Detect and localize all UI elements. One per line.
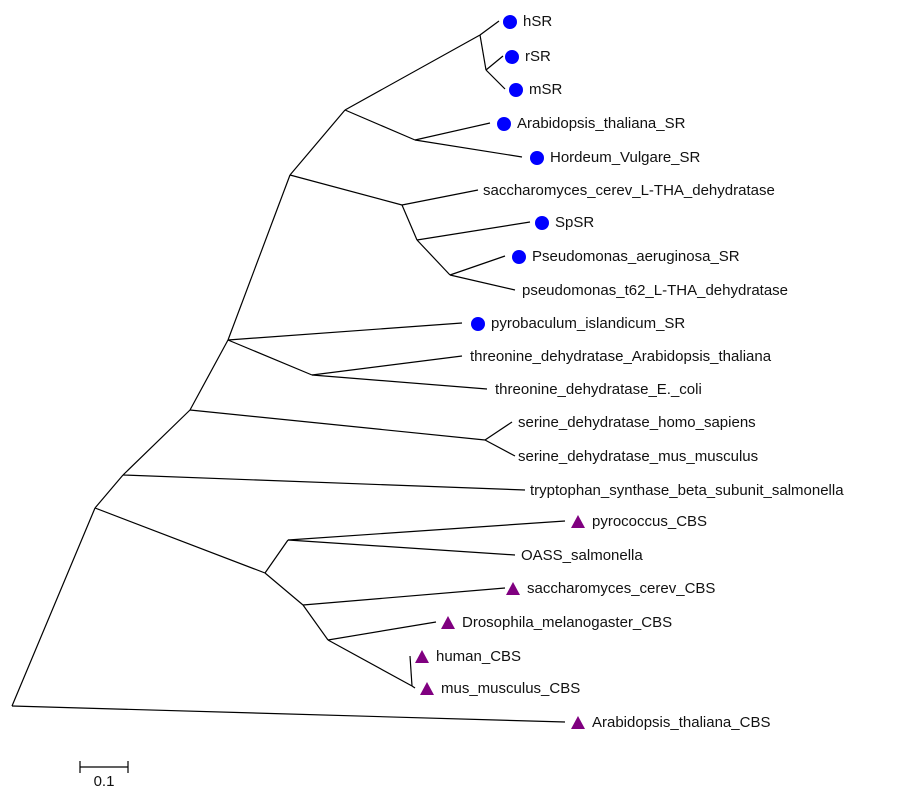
leaf-branch [484, 421, 513, 441]
leaf-branch [416, 221, 531, 241]
tree-branch [479, 34, 487, 71]
tree-branch [327, 639, 413, 687]
leaf-label: Pseudomonas_aeruginosa_SR [532, 248, 740, 265]
leaf-label: threonine_dehydratase_E._coli [495, 381, 702, 398]
tree-branch [189, 409, 486, 441]
leaf-branch [449, 255, 506, 276]
tree-branch [189, 339, 229, 411]
cbs-marker [415, 650, 429, 663]
leaf-branch [485, 55, 504, 71]
leaf-branch [227, 322, 463, 341]
tree-branch [344, 34, 481, 111]
leaf-label: human_CBS [436, 648, 521, 665]
cbs-marker [506, 582, 520, 595]
leaf-label: Arabidopsis_thaliana_CBS [592, 714, 770, 731]
sr-marker [503, 15, 517, 29]
cbs-marker [571, 515, 585, 528]
leaf-label: threonine_dehydratase_Arabidopsis_thalia… [470, 348, 772, 365]
leaf-branch [311, 355, 463, 376]
tree-branch [302, 604, 329, 641]
sr-marker [512, 250, 526, 264]
tree-branch [227, 174, 291, 341]
leaf-label: serine_dehydratase_mus_musculus [518, 448, 758, 465]
leaf-branch [479, 20, 500, 36]
leaf-label: mus_musculus_CBS [441, 680, 580, 697]
tree-branch [401, 204, 418, 241]
leaf-branch [414, 139, 523, 158]
sr-marker [505, 50, 519, 64]
leaf-label: mSR [529, 81, 563, 98]
leaf-branch [401, 189, 479, 206]
leaf-label: tryptophan_synthase_beta_subunit_salmone… [530, 482, 844, 499]
leaf-label: pyrococcus_CBS [592, 513, 707, 530]
tree-branch [264, 539, 289, 574]
leaf-branch [409, 655, 413, 687]
cbs-marker [420, 682, 434, 695]
leaf-branch [411, 685, 416, 689]
leaf-label: pseudomonas_t62_L-THA_dehydratase [522, 282, 788, 299]
leaf-label: SpSR [555, 214, 594, 231]
tree-branch [344, 109, 416, 141]
sr-marker [530, 151, 544, 165]
tree-branch [289, 174, 403, 206]
leaf-branch [287, 520, 566, 541]
leaf-label: hSR [523, 13, 552, 30]
cbs-marker [571, 716, 585, 729]
scale-bar-label: 0.1 [94, 773, 115, 788]
leaf-label: serine_dehydratase_homo_sapiens [518, 414, 756, 431]
leaf-branch [11, 705, 566, 723]
leaf-label: pyrobaculum_islandicum_SR [491, 315, 685, 332]
leaf-label: saccharomyces_cerev_CBS [527, 580, 715, 597]
tree-branch [227, 339, 313, 376]
leaf-branch [122, 474, 526, 491]
sr-marker [535, 216, 549, 230]
leaf-branch [414, 122, 491, 141]
leaf-label: Hordeum_Vulgare_SR [550, 149, 701, 166]
leaf-label: Drosophila_melanogaster_CBS [462, 614, 672, 631]
sr-marker [509, 83, 523, 97]
tree-branch [264, 572, 304, 606]
tree-branch [94, 507, 266, 574]
cbs-marker [441, 616, 455, 629]
sr-marker [497, 117, 511, 131]
tree-branch [11, 507, 96, 707]
tree-branch [122, 409, 191, 476]
sr-marker [471, 317, 485, 331]
tree-branch [416, 239, 451, 276]
leaf-branch [302, 587, 506, 606]
leaf-branch [327, 621, 437, 641]
leaf-branch [311, 374, 488, 390]
leaf-branch [287, 539, 516, 556]
leaf-label: OASS_salmonella [521, 547, 643, 564]
leaf-branch [484, 439, 516, 457]
leaf-branch [449, 274, 516, 291]
leaf-label: Arabidopsis_thaliana_SR [517, 115, 686, 132]
leaf-label: rSR [525, 48, 551, 65]
leaf-branch [485, 69, 506, 90]
tree-branch [289, 109, 346, 176]
leaf-label: saccharomyces_cerev_L-THA_dehydratase [483, 182, 775, 199]
tree-branch [94, 474, 124, 509]
